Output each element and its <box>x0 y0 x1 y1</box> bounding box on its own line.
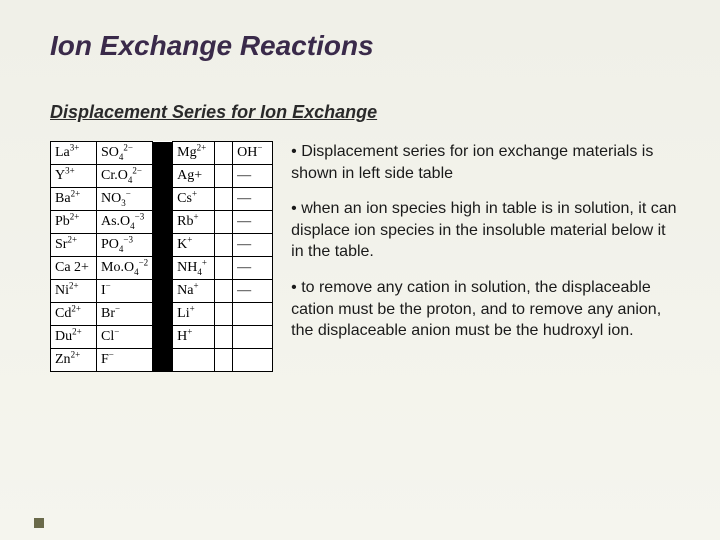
displacement-table: La3+SO42− Mg2+ OH− Y3+Cr.O42− Ag+ — Ba2+NO3− Cs… <box>50 141 273 372</box>
cell: As.O4−3 <box>97 211 153 234</box>
cell: NO3− <box>97 188 153 211</box>
cell: Br− <box>97 303 153 326</box>
cell: Du2+ <box>51 326 97 349</box>
cell: SO42− <box>97 142 153 165</box>
arrow-col <box>153 280 173 303</box>
page-title: Ion Exchange Reactions <box>50 30 680 62</box>
arrow-col <box>153 188 173 211</box>
bullet-item: • when an ion species high in table is i… <box>291 198 680 263</box>
cell: Mg2+ <box>173 142 215 165</box>
cell: Mo.O4−2 <box>97 257 153 280</box>
cell: Ca 2+ <box>51 257 97 280</box>
table-row: Zn2+F− <box>51 349 273 372</box>
cell: Cr.O42− <box>97 165 153 188</box>
cell <box>233 349 273 372</box>
cell: — <box>233 188 273 211</box>
cell: Cd2+ <box>51 303 97 326</box>
table-row: Ca 2+Mo.O4−2 NH4+ — <box>51 257 273 280</box>
arrow-col <box>215 303 233 326</box>
arrow-col <box>153 349 173 372</box>
cell: Rb+ <box>173 211 215 234</box>
cell: Cl− <box>97 326 153 349</box>
arrow-col <box>153 142 173 165</box>
arrow-col <box>215 326 233 349</box>
table-row: Du2+Cl− H+ <box>51 326 273 349</box>
cell: — <box>233 257 273 280</box>
cell: K+ <box>173 234 215 257</box>
cell: Ag+ <box>173 165 215 188</box>
cell: Ni2+ <box>51 280 97 303</box>
arrow-col <box>215 142 233 165</box>
cell: F− <box>97 349 153 372</box>
arrow-col <box>215 188 233 211</box>
table-row: Ni2+I− Na+ — <box>51 280 273 303</box>
arrow-col <box>153 303 173 326</box>
arrow-col <box>215 349 233 372</box>
arrow-col <box>153 165 173 188</box>
cell: PO4−3 <box>97 234 153 257</box>
table-row: La3+SO42− Mg2+ OH− <box>51 142 273 165</box>
cell: Pb2+ <box>51 211 97 234</box>
cell: Zn2+ <box>51 349 97 372</box>
footer-decoration <box>34 518 44 528</box>
table-row: Pb2+As.O4−3 Rb+ — <box>51 211 273 234</box>
cell: Li+ <box>173 303 215 326</box>
cell: — <box>233 211 273 234</box>
cell: Sr2+ <box>51 234 97 257</box>
table-row: Ba2+NO3− Cs+ — <box>51 188 273 211</box>
cell: Cs+ <box>173 188 215 211</box>
cell: NH4+ <box>173 257 215 280</box>
arrow-col <box>215 280 233 303</box>
cell: Ba2+ <box>51 188 97 211</box>
table-row: Y3+Cr.O42− Ag+ — <box>51 165 273 188</box>
arrow-col <box>215 234 233 257</box>
cell: Na+ <box>173 280 215 303</box>
cell: — <box>233 234 273 257</box>
cell: — <box>233 165 273 188</box>
cell: — <box>233 280 273 303</box>
arrow-col <box>215 257 233 280</box>
cell <box>233 303 273 326</box>
arrow-col <box>153 326 173 349</box>
cell <box>233 326 273 349</box>
table-row: Cd2+Br− Li+ <box>51 303 273 326</box>
cell: H+ <box>173 326 215 349</box>
cell: La3+ <box>51 142 97 165</box>
arrow-col <box>153 257 173 280</box>
bullet-item: • Displacement series for ion exchange m… <box>291 141 680 184</box>
arrow-col <box>215 211 233 234</box>
arrow-col <box>153 234 173 257</box>
arrow-col <box>215 165 233 188</box>
section-subtitle: Displacement Series for Ion Exchange <box>50 102 680 123</box>
cell <box>173 349 215 372</box>
bullet-item: • to remove any cation in solution, the … <box>291 277 680 342</box>
cell: Y3+ <box>51 165 97 188</box>
cell: I− <box>97 280 153 303</box>
table-row: Sr2+PO4−3 K+ — <box>51 234 273 257</box>
cell: OH− <box>233 142 273 165</box>
bullet-list: • Displacement series for ion exchange m… <box>291 141 680 372</box>
arrow-col <box>153 211 173 234</box>
